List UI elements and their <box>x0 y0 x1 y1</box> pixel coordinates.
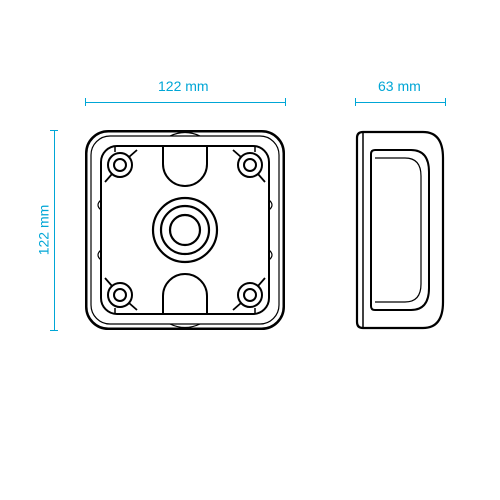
dim-tick <box>85 98 86 106</box>
dim-tick <box>355 98 356 106</box>
dim-line-front-top <box>85 102 285 103</box>
dim-tick <box>50 130 58 131</box>
dim-tick <box>445 98 446 106</box>
front-view <box>85 130 285 330</box>
drawing-canvas: 122 mm 122 mm 63 mm <box>0 0 500 500</box>
side-view <box>355 130 445 330</box>
dim-label-side-width: 63 mm <box>378 78 421 94</box>
dim-label-front-width: 122 mm <box>158 78 209 94</box>
dim-line-front-left <box>54 130 55 330</box>
dim-tick <box>285 98 286 106</box>
dim-line-side-top <box>355 102 445 103</box>
dim-label-front-height: 122 mm <box>35 205 51 256</box>
dim-tick <box>50 330 58 331</box>
